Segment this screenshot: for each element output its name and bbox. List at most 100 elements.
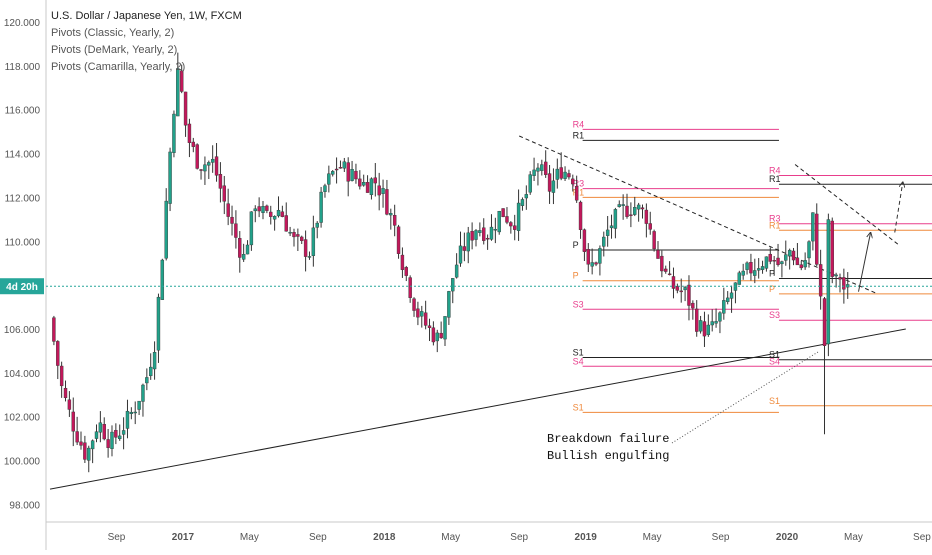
candle-body[interactable] <box>578 201 583 230</box>
candle-body[interactable] <box>338 167 343 169</box>
candle-body[interactable] <box>311 227 316 256</box>
candle-body[interactable] <box>454 264 459 278</box>
candle-body[interactable] <box>648 223 652 230</box>
projection-arrow[interactable] <box>894 182 903 233</box>
candle-body[interactable] <box>261 206 265 213</box>
candle-body[interactable] <box>698 320 703 332</box>
candle-body[interactable] <box>435 332 439 342</box>
candle-body[interactable] <box>722 300 726 314</box>
candle-body[interactable] <box>760 266 765 271</box>
candle-body[interactable] <box>319 191 323 223</box>
candle-body[interactable] <box>559 167 563 179</box>
candle-body[interactable] <box>633 207 637 215</box>
candle-body[interactable] <box>714 321 718 324</box>
candle-body[interactable] <box>214 156 219 176</box>
candle-body[interactable] <box>664 268 668 272</box>
candle-body[interactable] <box>602 236 606 247</box>
candle-body[interactable] <box>423 312 428 326</box>
candle-body[interactable] <box>71 411 75 432</box>
candle-body[interactable] <box>156 296 161 351</box>
candle-body[interactable] <box>644 209 649 224</box>
candle-body[interactable] <box>106 439 110 448</box>
candle-body[interactable] <box>772 260 776 262</box>
candle-body[interactable] <box>334 168 339 171</box>
candle-body[interactable] <box>392 214 397 226</box>
candle-body[interactable] <box>671 276 676 289</box>
candle-body[interactable] <box>176 68 180 117</box>
trendline[interactable] <box>794 164 901 247</box>
legend-indicator-classic[interactable]: Pivots (Classic, Yearly, 2) <box>51 27 175 39</box>
legend-indicator-demark[interactable]: Pivots (DeMark, Yearly, 2) <box>51 44 178 56</box>
candle-body[interactable] <box>152 352 157 370</box>
projection-arrow[interactable] <box>858 232 871 292</box>
candle-body[interactable] <box>594 262 598 265</box>
candle-body[interactable] <box>133 411 137 414</box>
candle-body[interactable] <box>598 248 602 264</box>
candle-body[interactable] <box>369 178 374 196</box>
candle-body[interactable] <box>505 216 509 223</box>
candle-body[interactable] <box>741 270 745 276</box>
candle-body[interactable] <box>691 302 695 309</box>
candle-body[interactable] <box>307 256 312 258</box>
candle-body[interactable] <box>110 431 114 449</box>
candle-body[interactable] <box>346 162 350 182</box>
candle-body[interactable] <box>102 424 106 440</box>
candle-body[interactable] <box>400 254 405 270</box>
candle-body[interactable] <box>501 208 505 218</box>
candle-body[interactable] <box>737 272 742 285</box>
candle-body[interactable] <box>253 208 257 212</box>
candle-body[interactable] <box>381 188 385 194</box>
candle-body[interactable] <box>284 215 288 232</box>
candle-body[interactable] <box>90 440 95 450</box>
candle-body[interactable] <box>822 298 827 346</box>
candle-body[interactable] <box>702 321 707 337</box>
legend-indicator-camarilla[interactable]: Pivots (Camarilla, Yearly, 2) <box>51 61 186 73</box>
candle-body[interactable] <box>636 204 641 210</box>
candle-body[interactable] <box>129 411 134 414</box>
candle-body[interactable] <box>571 178 575 185</box>
candle-body[interactable] <box>315 222 319 228</box>
candle-body[interactable] <box>63 387 68 399</box>
candle-body[interactable] <box>718 312 722 322</box>
candle-body[interactable] <box>710 321 714 326</box>
candle-body[interactable] <box>226 203 230 217</box>
candle-body[interactable] <box>582 229 587 252</box>
candle-body[interactable] <box>536 167 540 172</box>
candle-body[interactable] <box>532 169 536 176</box>
candle-body[interactable] <box>815 213 819 265</box>
candle-body[interactable] <box>137 400 141 410</box>
candle-body[interactable] <box>543 161 548 175</box>
candle-body[interactable] <box>203 164 207 172</box>
candle-body[interactable] <box>160 259 165 300</box>
candle-body[interactable] <box>478 230 482 233</box>
candle-body[interactable] <box>787 249 792 257</box>
candle-body[interactable] <box>497 211 501 233</box>
candle-body[interactable] <box>358 178 362 187</box>
candle-body[interactable] <box>350 169 354 181</box>
candle-body[interactable] <box>756 268 761 271</box>
candle-body[interactable] <box>121 430 126 435</box>
candle-body[interactable] <box>67 399 72 410</box>
candle-body[interactable] <box>818 264 823 297</box>
candle-body[interactable] <box>609 225 614 229</box>
candle-body[interactable] <box>451 278 455 292</box>
candle-body[interactable] <box>695 308 699 332</box>
candle-body[interactable] <box>288 232 292 234</box>
candle-body[interactable] <box>396 226 401 254</box>
candle-body[interactable] <box>141 384 145 402</box>
candle-body[interactable] <box>725 297 730 302</box>
candle-body[interactable] <box>675 285 680 291</box>
candle-body[interactable] <box>482 227 486 241</box>
candle-body[interactable] <box>687 284 691 306</box>
candle-body[interactable] <box>520 199 525 206</box>
candle-body[interactable] <box>361 181 366 186</box>
candle-body[interactable] <box>114 430 118 438</box>
candle-body[interactable] <box>249 211 254 246</box>
candle-body[interactable] <box>218 174 223 189</box>
candle-body[interactable] <box>652 231 656 250</box>
candle-body[interactable] <box>280 211 285 217</box>
candle-body[interactable] <box>605 229 610 236</box>
candle-body[interactable] <box>555 168 560 180</box>
